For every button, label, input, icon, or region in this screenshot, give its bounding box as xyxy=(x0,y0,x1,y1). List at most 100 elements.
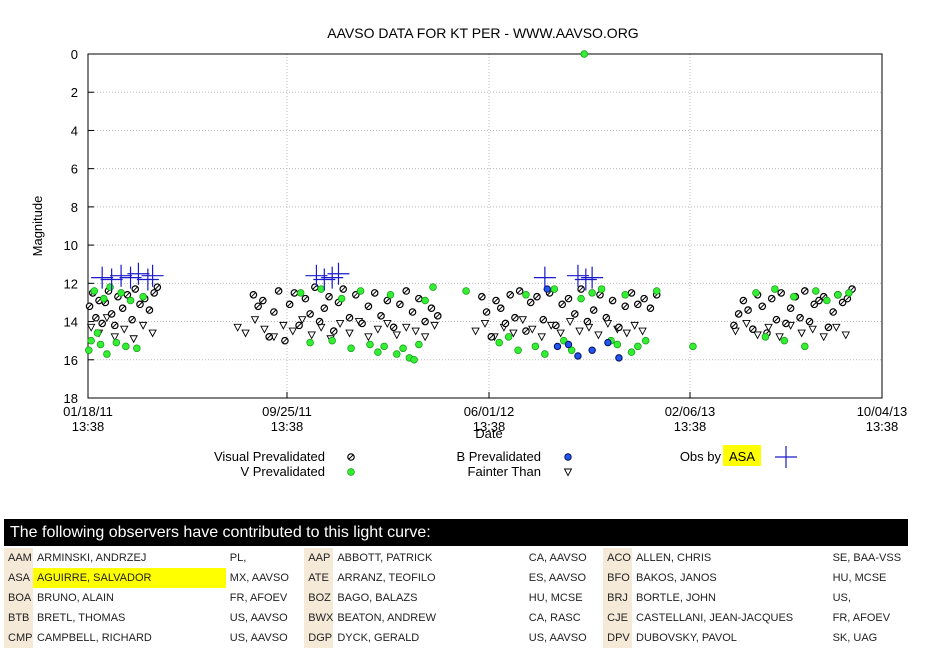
data-point xyxy=(753,331,762,340)
data-point-hatch xyxy=(120,305,126,311)
data-point xyxy=(356,287,365,295)
legend-label-fainter: Fainter Than xyxy=(468,464,541,479)
data-point-hatch xyxy=(331,328,337,334)
data-point xyxy=(761,333,770,341)
observer-name: BAGO, BALAZS xyxy=(337,592,418,604)
data-point xyxy=(775,333,784,342)
data-point xyxy=(127,262,150,285)
data-point-hatch xyxy=(759,303,765,309)
series-obs-by-asa xyxy=(91,262,604,291)
observer-row: BTB BRETL, THOMAS US, AAVSO BWX BEATON, ANDR… xyxy=(4,608,908,628)
data-point xyxy=(138,321,148,330)
data-point xyxy=(373,325,383,334)
data-point-hatch xyxy=(840,300,845,305)
data-point xyxy=(514,346,522,354)
observer-code: AAM xyxy=(4,548,33,568)
data-point-hatch xyxy=(528,300,534,305)
data-point xyxy=(87,336,95,345)
data-point-hatch xyxy=(416,296,422,301)
x-tick-label-time: 13:38 xyxy=(72,419,105,434)
data-point xyxy=(543,285,551,293)
data-point xyxy=(85,346,93,354)
data-point xyxy=(335,320,345,328)
data-point xyxy=(126,296,135,305)
data-point xyxy=(834,291,842,299)
observer-location: US, AAVSO xyxy=(229,612,288,624)
data-point xyxy=(522,291,530,299)
data-point xyxy=(550,285,559,293)
data-point xyxy=(112,338,121,347)
data-point xyxy=(495,338,503,347)
data-point xyxy=(347,344,355,353)
observer-code: ATE xyxy=(304,568,334,588)
observer-name: ARRANZ, TEOFILO xyxy=(337,572,436,584)
data-point xyxy=(141,264,164,287)
data-point-hatch xyxy=(326,294,332,300)
data-point-hatch xyxy=(774,317,779,322)
data-point xyxy=(808,325,817,334)
observer-location: SK, UAG xyxy=(832,632,878,644)
observer-name: ALLEN, CHRIS xyxy=(636,552,712,564)
y-tick-label: 0 xyxy=(71,47,78,62)
data-point-hatch xyxy=(648,305,653,311)
data-point xyxy=(594,331,603,340)
legend-marker-visual-hatch xyxy=(348,454,354,460)
legend-label-v: V Prevalidated xyxy=(240,464,325,479)
data-point-hatch xyxy=(307,311,313,317)
data-point xyxy=(613,340,622,349)
observer-name: BORTLE, JOHN xyxy=(636,592,716,604)
data-point-hatch xyxy=(517,288,523,294)
data-point xyxy=(430,321,439,330)
data-point xyxy=(841,331,851,340)
data-point-hatch xyxy=(741,298,746,303)
data-point xyxy=(296,289,305,297)
data-point xyxy=(328,336,336,345)
data-point-hatch xyxy=(811,302,817,307)
data-point-hatch xyxy=(523,328,529,334)
observer-location: SE, BAA-VSS xyxy=(832,552,902,564)
data-point-hatch xyxy=(151,290,157,296)
data-point-hatch xyxy=(422,319,428,324)
data-point xyxy=(393,350,401,358)
data-point-hatch xyxy=(99,321,105,326)
observer-code: BFO xyxy=(603,568,633,588)
data-point xyxy=(96,340,105,349)
data-point xyxy=(103,350,111,358)
observer-location: FR, AFOEV xyxy=(229,592,288,604)
data-point xyxy=(364,333,373,342)
data-point-hatch xyxy=(750,326,756,332)
data-point xyxy=(541,350,549,358)
series-fainter-than xyxy=(86,314,851,344)
data-point xyxy=(823,296,831,305)
data-point xyxy=(528,325,537,334)
data-point xyxy=(279,321,288,330)
observer-code: BTB xyxy=(4,608,33,628)
data-point xyxy=(533,266,556,289)
data-point xyxy=(630,321,639,330)
data-point-hatch xyxy=(372,290,378,296)
data-point-hatch xyxy=(391,324,396,330)
data-point-hatch xyxy=(255,303,261,309)
observers-table-body: AAM ARMINSKI, ANDRZEJ PL, AAP ABBOTT, PATRIC… xyxy=(4,548,908,648)
data-point xyxy=(565,318,575,327)
x-axis-ticks: 01/18/1113:3809/25/1113:3806/01/1213:380… xyxy=(63,392,907,434)
observer-code: CMP xyxy=(4,628,33,648)
data-point-hatch xyxy=(276,288,281,294)
data-point xyxy=(537,333,546,342)
data-point-hatch xyxy=(403,288,409,294)
data-point xyxy=(797,329,806,338)
data-point xyxy=(374,348,382,356)
data-point-hatch xyxy=(129,317,135,322)
data-point-hatch xyxy=(366,303,371,309)
data-point-hatch xyxy=(616,324,622,330)
y-tick-label: 10 xyxy=(64,238,78,253)
data-point xyxy=(627,348,636,356)
observer-location: MX, AAVSO xyxy=(229,572,289,584)
data-point xyxy=(574,352,582,360)
data-point-hatch xyxy=(512,315,518,321)
data-point xyxy=(415,340,423,349)
data-point xyxy=(689,342,697,351)
legend-highlight-text: ASA xyxy=(729,449,755,464)
observer-location: US, AAVSO xyxy=(229,632,288,644)
observer-code: BRJ xyxy=(603,588,633,608)
